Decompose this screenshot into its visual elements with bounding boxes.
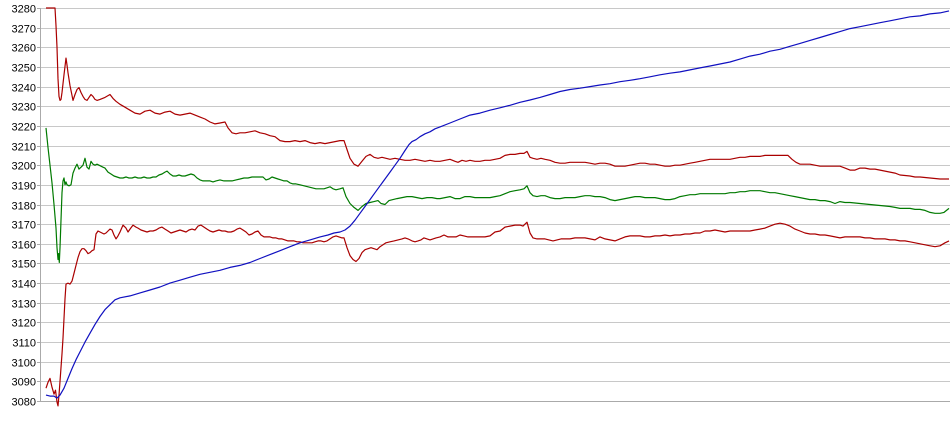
y-axis-labels-group: 3280 3270 3260 3250 3240 3230 3220 3210 3200 3190… [12,4,36,409]
y-axis-tick-label: 3080 [12,397,36,409]
y-axis-ticks-group [37,8,40,402]
y-axis-tick-label: 3220 [12,122,36,134]
y-axis-tick-label: 3140 [12,279,36,291]
series-lower-red-band [45,221,950,407]
y-axis-tick-label: 3180 [12,201,36,213]
y-axis-tick-label: 3250 [12,63,36,75]
series-upper-red-band [46,7,949,180]
y-axis-tick-label: 3240 [12,83,36,95]
series-blue-trend-line [45,10,950,399]
series-group [45,7,950,407]
gridlines-group [40,8,950,402]
y-axis-tick-label: 3160 [12,240,36,252]
y-axis-tick-label: 3210 [12,142,36,154]
y-axis-tick-label: 3170 [12,220,36,232]
y-axis-tick-label: 3130 [12,299,36,311]
y-axis-tick-label: 3120 [12,318,36,330]
y-axis-tick-label: 3110 [12,338,36,350]
y-axis-tick-label: 3200 [12,161,36,173]
series-middle-green-band [45,127,950,264]
y-axis-tick-label: 3190 [12,181,36,193]
y-axis-tick-label: 3150 [12,259,36,271]
y-axis-tick-label: 3230 [12,102,36,114]
y-axis-tick-label: 3270 [12,24,36,36]
y-axis-tick-label: 3280 [12,4,36,16]
y-axis-tick-label: 3260 [12,43,36,55]
y-axis-tick-label: 3100 [12,358,36,370]
y-axis-tick-label: 3090 [12,377,36,389]
